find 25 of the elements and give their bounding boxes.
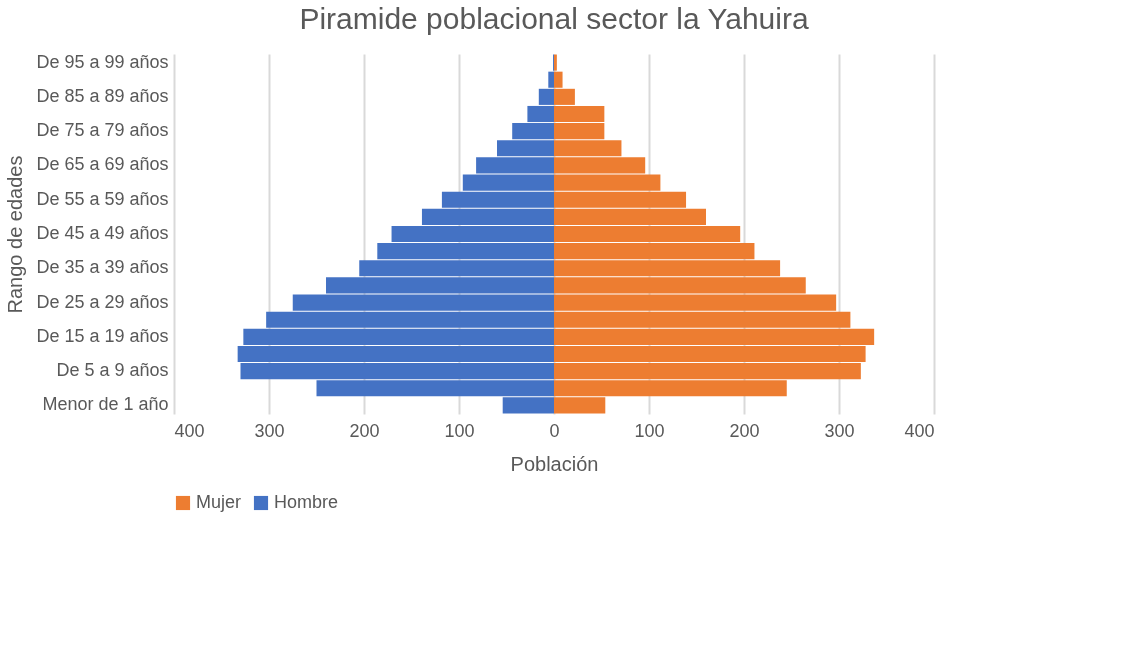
x-tick-label: 200 <box>349 420 380 441</box>
y-tick-label: De 95 a 99 años <box>36 51 169 72</box>
y-tick-label: De 65 a 69 años <box>36 154 169 175</box>
y-tick-label: De 55 a 59 años <box>36 188 169 209</box>
y-tick-label: De 35 a 39 años <box>36 257 169 278</box>
x-tick-label: 300 <box>254 420 285 441</box>
y-tick-label: De 15 a 19 años <box>36 325 169 346</box>
y-axis-title: Rango de edades <box>4 155 27 314</box>
y-tick-label: De 45 a 49 años <box>36 223 169 243</box>
x-tick-label: 400 <box>904 420 935 441</box>
y-tick-label: De 85 a 89 años <box>36 85 169 106</box>
legend-label: Mujer <box>196 492 242 512</box>
x-tick-label: 100 <box>634 420 665 441</box>
x-tick-label: 200 <box>729 420 760 441</box>
y-tick-label: De 25 a 29 años <box>36 291 169 312</box>
chart-title: Piramide poblacional sector la Yahuira <box>299 2 809 36</box>
y-tick-label: Menor de 1 año <box>42 394 169 415</box>
x-tick-label: 300 <box>824 420 855 441</box>
x-tick-label: 0 <box>549 420 560 441</box>
y-tick-label: De 5 a 9 años <box>56 360 169 381</box>
legend-label: Hombre <box>274 492 339 512</box>
x-tick-label: 400 <box>174 420 205 441</box>
x-axis-title: Población <box>510 452 599 475</box>
x-tick-label: 100 <box>444 420 475 441</box>
y-tick-label: De 75 a 79 años <box>36 120 169 141</box>
